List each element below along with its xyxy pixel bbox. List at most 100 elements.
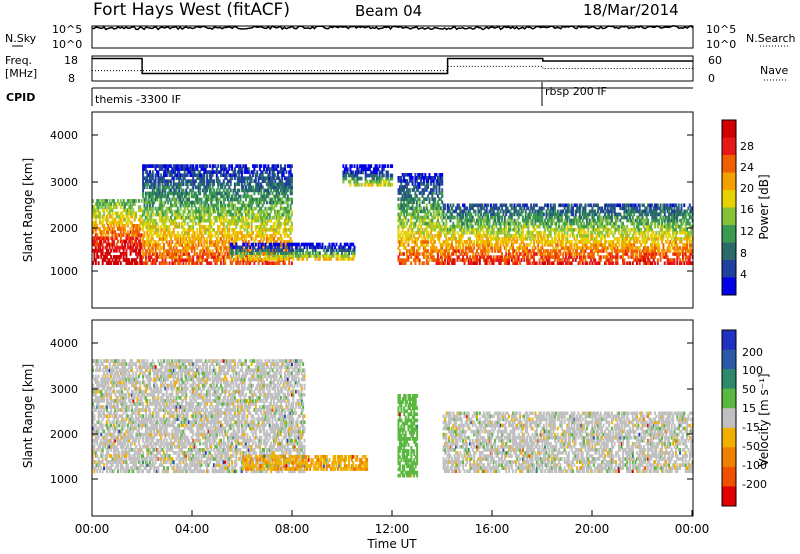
- heatmap-cell: [151, 212, 154, 217]
- heatmap-cell: [398, 249, 401, 253]
- heatmap-cell: [375, 176, 378, 181]
- heatmap-cell: [93, 224, 96, 228]
- heatmap-cell: [108, 199, 111, 203]
- heatmap-cell: [523, 243, 526, 247]
- heatmap-cell: [218, 182, 221, 187]
- heatmap-cell: [188, 240, 190, 244]
- heatmap-cell: [322, 248, 325, 252]
- heatmap-cell: [425, 176, 428, 180]
- heatmap-cell: [169, 188, 172, 193]
- heatmap-cell: [175, 237, 178, 241]
- heatmap-cell: [389, 164, 392, 168]
- heatmap-cell: [240, 237, 243, 241]
- heatmap-cell: [144, 249, 147, 253]
- heatmap-cell: [204, 209, 207, 214]
- heatmap-cell: [197, 255, 200, 259]
- heatmap-cell: [115, 242, 118, 247]
- heatmap-cell: [250, 212, 253, 217]
- heatmap-cell: [452, 203, 455, 208]
- heatmap-cell: [218, 179, 221, 183]
- heatmap-cell: [129, 245, 132, 250]
- heatmap-cell: [435, 212, 438, 217]
- heatmap-cell: [118, 258, 121, 262]
- heatmap-cell: [179, 173, 182, 177]
- heatmap-cell: [439, 261, 442, 265]
- heatmap-cell: [279, 197, 282, 202]
- heatmap-cell: [190, 164, 193, 168]
- heatmap-cell: [229, 173, 232, 177]
- heatmap-cell: [450, 258, 453, 262]
- heatmap-cell: [477, 206, 480, 211]
- heatmap-cell: [175, 212, 178, 217]
- heatmap-cell: [415, 243, 418, 247]
- heatmap-cell: [434, 200, 437, 204]
- heatmap-cell: [135, 252, 138, 256]
- heatmap-cell: [117, 245, 119, 250]
- heatmap-cell: [414, 173, 417, 177]
- heatmap-cell: [448, 206, 451, 211]
- heatmap-cell: [290, 179, 293, 183]
- heatmap-cell: [229, 245, 232, 250]
- heatmap-cell: [94, 217, 97, 222]
- heatmap-cell: [455, 240, 458, 244]
- heatmap-cell: [108, 208, 111, 213]
- heatmap-cell: [115, 245, 118, 250]
- heatmap-cell: [429, 203, 432, 208]
- heatmap-cell: [125, 211, 128, 216]
- heatmap-cell: [171, 240, 174, 244]
- heatmap-cell: [101, 214, 104, 219]
- heatmap-cell: [407, 218, 410, 223]
- heatmap-cell: [245, 255, 247, 259]
- power-panel: Slant Range [km] 4000 3000 2000 1000 Pow…: [21, 111, 771, 309]
- heatmap-cell: [429, 240, 432, 244]
- heatmap-cell: [272, 170, 275, 174]
- heatmap-cell: [240, 231, 243, 235]
- heatmap-cell: [239, 164, 242, 168]
- heatmap-cell: [489, 255, 492, 259]
- heatmap-cell: [463, 224, 466, 229]
- heatmap-cell: [345, 170, 348, 175]
- heatmap-cell: [467, 212, 470, 217]
- heatmap-cell: [243, 221, 246, 226]
- heatmap-cell: [135, 230, 138, 234]
- heatmap-cell: [125, 220, 128, 225]
- heatmap-cell: [169, 218, 172, 223]
- heatmap-cell: [124, 252, 126, 256]
- heatmap-cell: [249, 200, 252, 205]
- heatmap-cell: [482, 212, 485, 217]
- heatmap-cell: [165, 252, 168, 256]
- heatmap-cell: [220, 261, 222, 265]
- heatmap-cell: [422, 200, 425, 204]
- heatmap-cell: [149, 258, 151, 262]
- heatmap-cell: [208, 176, 211, 180]
- heatmap-cell: [235, 240, 238, 244]
- heatmap-cell: [246, 170, 249, 174]
- heatmap-cell: [432, 246, 435, 250]
- heatmap-cell: [242, 215, 245, 220]
- heatmap-cell: [100, 239, 103, 244]
- heatmap-cell: [168, 191, 171, 196]
- heatmap-cell: [406, 258, 408, 262]
- heatmap-cell: [286, 240, 289, 244]
- heatmap-cell: [133, 199, 136, 203]
- heatmap-cell: [289, 254, 292, 258]
- heatmap-cell: [201, 179, 204, 183]
- heatmap-cell: [282, 221, 285, 226]
- heatmap-cell: [99, 214, 101, 219]
- heatmap-cell: [157, 188, 160, 193]
- heatmap-cell: [421, 218, 424, 223]
- heatmap-cell: [213, 188, 215, 193]
- heatmap-cell: [470, 249, 473, 253]
- heatmap-cell: [339, 242, 342, 247]
- heatmap-cell: [238, 176, 241, 180]
- heatmap-cell: [386, 173, 389, 178]
- heatmap-cell: [434, 173, 437, 177]
- heatmap-cell: [208, 209, 211, 214]
- heatmap-cell: [139, 208, 142, 213]
- heatmap-cell: [175, 188, 178, 193]
- heatmap-cell: [164, 200, 167, 205]
- heatmap-cell: [424, 218, 427, 223]
- heatmap-cell: [431, 258, 434, 262]
- heatmap-cell: [303, 254, 306, 258]
- heatmap-cell: [268, 245, 271, 250]
